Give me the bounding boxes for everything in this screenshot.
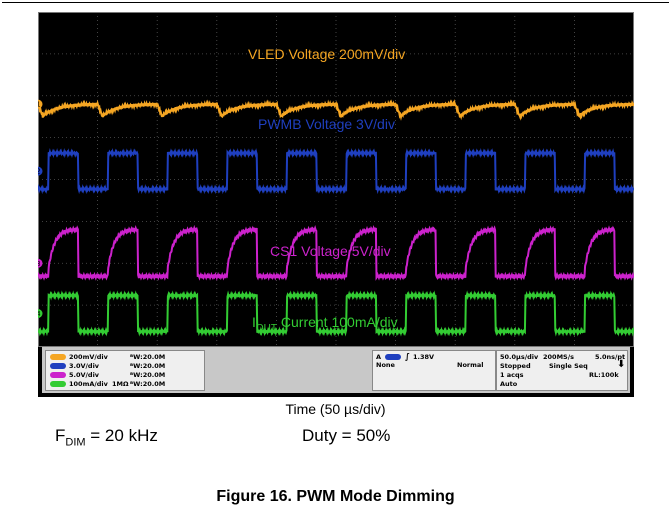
channel-badge	[50, 363, 66, 369]
series-label-vled: VLED Voltage 200mV/div	[248, 46, 406, 62]
series-label-pwmb: PWMB Voltage 3V/div	[258, 116, 395, 132]
channel-marker-label: 2	[38, 169, 41, 176]
bandwidth-limit: ᴮW:20.0M	[130, 380, 166, 388]
scope-status-bar: 200mV/div 3.0V/div 5.0V/div 100mA/div ᴮW…	[42, 347, 630, 393]
timebase: 50.0µs/div	[500, 353, 539, 361]
trigger-label: A	[376, 353, 382, 361]
channel-badge	[50, 372, 66, 378]
record-length: RL:100k	[589, 371, 619, 379]
acq-state: Stopped	[500, 362, 531, 370]
top-rule	[2, 2, 669, 3]
resolution: 5.0ns/pt	[595, 353, 626, 361]
channel-row: 100mA/div	[50, 380, 108, 388]
sample-rate: 200MS/s	[543, 353, 574, 361]
acq-seq: Single Seq	[549, 362, 588, 370]
impedance-label: 1MΩ	[112, 380, 129, 388]
channel-marker-icon	[38, 309, 43, 318]
scope-plot: 1 2 3 4	[38, 12, 634, 347]
trigger-mode: Normal	[457, 361, 484, 369]
channel-marker-label: 4	[38, 311, 41, 318]
channel-marker-icon	[38, 166, 43, 176]
series-label-cs1: CS1 Voltage 5V/div	[270, 243, 391, 259]
oscilloscope-screen: 1 2 3 4 VLED Voltage 200mV/div PWMB Voltage…	[38, 12, 634, 397]
trigger-channel-badge	[385, 354, 401, 360]
series-line	[38, 290, 634, 337]
channel-settings-panel: 200mV/div 3.0V/div 5.0V/div 100mA/div ᴮW…	[45, 350, 205, 391]
plot-frame	[38, 12, 634, 347]
x-axis-label: Time (50 µs/div)	[285, 401, 386, 417]
channel-badge	[50, 381, 66, 387]
channel-badge	[50, 354, 66, 360]
trigger-source: None	[376, 361, 395, 369]
channel-row: 200mV/div	[50, 353, 108, 361]
arrow-down-icon: ⬇	[617, 359, 626, 370]
bandwidth-limit: ᴮW:20.0M	[130, 353, 166, 361]
trigger-level: 1.38V	[413, 353, 435, 361]
duty-annotation: Duty = 50%	[302, 426, 391, 445]
channel-row: 5.0V/div	[50, 371, 99, 379]
series-line	[38, 147, 634, 195]
acq-mode: Auto	[500, 380, 518, 388]
trigger-panel: A ∫ 1.38V None Normal	[372, 350, 496, 391]
bandwidth-limit: ᴮW:20.0M	[130, 362, 166, 370]
trigger-edge-icon: ∫	[405, 352, 410, 361]
bandwidth-limit: ᴮW:20.0M	[130, 371, 166, 379]
series-line	[38, 224, 634, 281]
channel-row: 3.0V/div	[50, 362, 99, 370]
acq-count: 1 acqs	[500, 371, 524, 379]
figure-caption: Figure 16. PWM Mode Dimming	[216, 488, 455, 505]
channel-marker-icon	[38, 99, 43, 109]
channel-marker-label: 3	[38, 261, 41, 268]
channel-marker-label: 1	[38, 102, 41, 109]
acquisition-panel: 50.0µs/div 200MS/s 5.0ns/pt Stopped Sing…	[496, 350, 628, 391]
series-line	[38, 99, 634, 121]
series-label-iout: IOUT Current 100mA/div	[252, 314, 398, 334]
frequency-annotation: FDIM = 20 kHz	[55, 426, 158, 449]
channel-marker-icon	[38, 258, 43, 268]
